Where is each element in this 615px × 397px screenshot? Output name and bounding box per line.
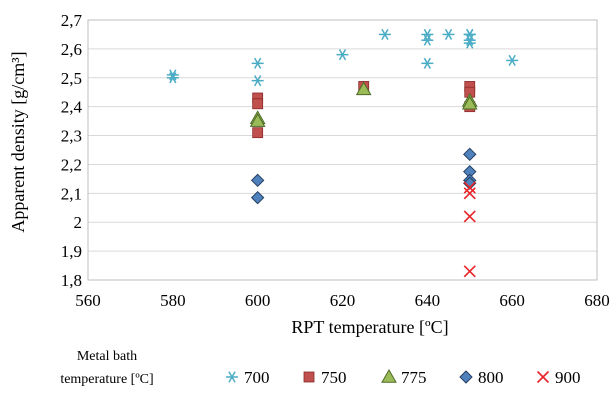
y-tick-label: 2,7 <box>61 11 83 30</box>
legend-label-900: 900 <box>555 368 581 387</box>
y-tick-label: 1,8 <box>61 271 82 290</box>
y-tick-label: 2,3 <box>61 127 82 146</box>
point-750 <box>252 98 264 110</box>
legend-marker-775 <box>381 368 397 383</box>
legend: Metal bath temperature [ºC] 700 750 775 800… <box>60 349 580 387</box>
x-axis-title: RPT temperature [ºC] <box>291 317 448 337</box>
x-tick-label: 600 <box>245 291 271 310</box>
legend-marker-700 <box>226 371 238 383</box>
point-700 <box>166 69 179 81</box>
legend-marker-750 <box>303 371 315 383</box>
x-tick-label: 640 <box>415 291 441 310</box>
point-800 <box>250 173 265 188</box>
point-700 <box>336 49 349 61</box>
x-tick-label: 680 <box>584 291 610 310</box>
legend-label-700: 700 <box>244 368 270 387</box>
point-700 <box>378 28 391 41</box>
gridlines <box>88 19 597 281</box>
point-900 <box>463 187 476 200</box>
x-tick-label: 560 <box>75 291 101 310</box>
point-700 <box>442 28 455 41</box>
point-800 <box>463 176 477 190</box>
y-tick-label: 2,2 <box>61 155 82 174</box>
legend-items: 700 750 775 800 900 <box>226 368 581 387</box>
point-900 <box>463 210 476 223</box>
point-700 <box>421 34 434 46</box>
y-tick-label: 2,6 <box>61 40 82 59</box>
legend-title-line-1: Metal bath <box>77 349 137 364</box>
point-700 <box>506 54 519 67</box>
point-775 <box>355 81 372 96</box>
y-tick-label: 2 <box>74 213 83 232</box>
legend-label-775: 775 <box>401 368 427 387</box>
point-700 <box>251 75 264 87</box>
point-800 <box>250 190 265 205</box>
x-tick-label: 580 <box>160 291 186 310</box>
point-700 <box>421 28 434 41</box>
point-750 <box>252 127 264 139</box>
y-tick-label: 2,4 <box>61 98 83 117</box>
legend-marker-900 <box>536 370 550 384</box>
point-700 <box>421 57 434 69</box>
y-tick-label: 2,5 <box>61 69 82 88</box>
point-700 <box>251 57 264 69</box>
data-points <box>166 28 519 278</box>
point-700 <box>463 28 476 41</box>
point-800 <box>463 147 477 162</box>
point-900 <box>463 265 476 278</box>
legend-marker-800 <box>459 370 473 384</box>
y-axis-title: Apparent density [g/cm³] <box>8 51 28 232</box>
y-tick-label: 1,9 <box>61 242 82 261</box>
legend-title-line-2: temperature [ºC] <box>60 372 153 387</box>
point-700 <box>463 37 476 49</box>
plot-area-border <box>87 19 598 281</box>
legend-label-800: 800 <box>478 368 504 387</box>
x-tick-label: 660 <box>499 291 525 310</box>
legend-label-750: 750 <box>321 368 347 387</box>
y-tick-labels: 1,8 1,9 2 2,1 2,2 2,3 2,4 2,5 2,6 2,7 <box>61 11 83 290</box>
x-tick-labels: 560 580 600 620 640 660 680 <box>75 291 610 310</box>
point-775 <box>461 95 478 110</box>
point-775 <box>249 113 266 127</box>
x-tick-label: 620 <box>330 291 356 310</box>
point-900 <box>463 181 476 194</box>
y-tick-label: 2,1 <box>61 184 82 203</box>
